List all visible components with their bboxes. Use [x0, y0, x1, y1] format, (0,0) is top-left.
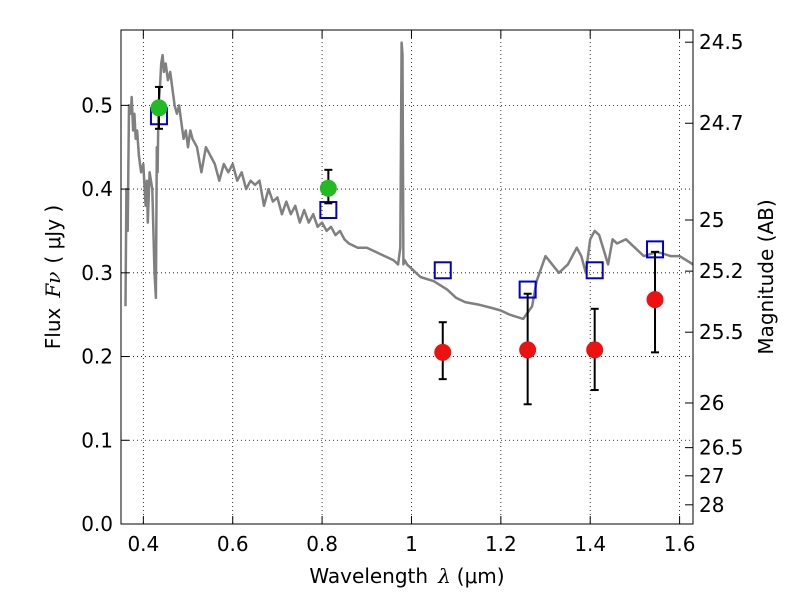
y2-tick-label: 24.7 — [699, 111, 744, 135]
y2-tick-label: 26.5 — [699, 436, 744, 460]
plot-frame — [120, 29, 694, 525]
x-tick-label: 1.6 — [664, 532, 696, 556]
y-axis-label-main: Flux — [41, 307, 65, 349]
x-tick-label: 1 — [405, 532, 418, 556]
data-layer — [124, 41, 693, 406]
y2-tick-label: 25.5 — [699, 320, 744, 344]
x-tick-label: 1.4 — [574, 532, 606, 556]
y2-tick-label: 27 — [699, 464, 724, 488]
x-tick-label: 0.8 — [306, 532, 338, 556]
y2-tick-label: 24.5 — [699, 30, 744, 54]
ticks: 0.4 0.6 0.8 1 1.2 1.4 1.6 0.0 0.1 0.2 0.3 0.4 0.5 24.… — [81, 30, 744, 556]
x-axis-label-symbol: λ — [437, 564, 451, 588]
model-photometry-point — [433, 261, 452, 280]
y-axis-label-unit: ( μJy ) — [41, 205, 65, 264]
model-photometry-point — [319, 201, 338, 220]
x-tick-label: 1.2 — [485, 532, 517, 556]
y-tick-label: 0.4 — [81, 177, 113, 201]
x-axis-label-main: Wavelength — [309, 564, 428, 588]
x-axis-label-unit: (μm) — [457, 564, 505, 588]
y-axis-label-symbol: Fν — [41, 272, 65, 299]
y2-axis-label: Magnitude (AB) — [754, 199, 778, 354]
grid — [121, 30, 693, 525]
y-tick-label: 0.3 — [81, 261, 113, 285]
y2-tick-label: 26 — [699, 391, 724, 415]
optical-point — [319, 179, 337, 197]
y-tick-label: 0.5 — [81, 93, 113, 117]
nir-point — [519, 341, 537, 359]
x-tick-label: 0.6 — [217, 532, 249, 556]
x-axis-label: Wavelength λ (μm) — [309, 564, 504, 588]
spectrum-line — [124, 41, 693, 321]
y-tick-label: 0.0 — [81, 512, 113, 536]
nir-point — [434, 343, 452, 361]
y2-tick-label: 25 — [699, 208, 724, 232]
y-axis-label: Flux Fν ( μJy ) — [41, 205, 65, 349]
optical-point — [150, 99, 168, 117]
nir-point — [646, 291, 664, 309]
x-tick-label: 0.4 — [127, 532, 159, 556]
y2-tick-label: 25.2 — [699, 259, 744, 283]
model-photometry-point — [585, 261, 604, 280]
y-tick-label: 0.1 — [81, 428, 113, 452]
nir-point — [586, 341, 604, 359]
y2-tick-label: 28 — [699, 493, 724, 517]
y-tick-label: 0.2 — [81, 345, 113, 369]
